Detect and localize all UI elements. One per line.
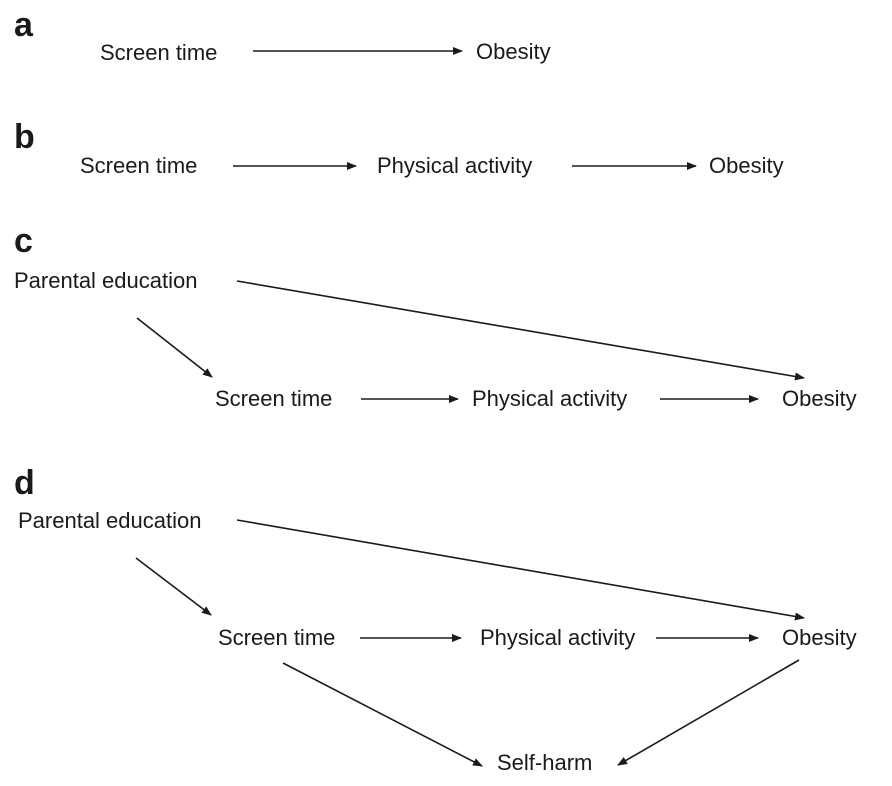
node-obesity: Obesity (476, 39, 551, 64)
panel-label-a: a (14, 6, 34, 44)
node-physical-activity: Physical activity (377, 153, 532, 178)
node-screen-time: Screen time (218, 625, 335, 650)
node-parental-education: Parental education (18, 508, 201, 533)
node-obesity: Obesity (782, 625, 857, 650)
node-obesity: Obesity (782, 386, 857, 411)
panel-a: a Screen time Obesity (14, 6, 551, 65)
panel-label-d: d (14, 464, 35, 502)
arrow-parental-education-to-screen-time (135, 557, 212, 616)
arrow-screen-time-to-self-harm (282, 662, 483, 767)
node-physical-activity: Physical activity (472, 386, 627, 411)
arrow-parental-education-to-screen-time (136, 317, 213, 378)
node-screen-time: Screen time (215, 386, 332, 411)
node-parental-education: Parental education (14, 268, 197, 293)
arrow-parental-education-to-obesity (236, 519, 805, 621)
panel-b: b Screen time Physical activity Obesity (14, 118, 784, 178)
panel-d: d Parental education Screen time Physica… (14, 464, 857, 775)
node-obesity: Obesity (709, 153, 784, 178)
node-physical-activity: Physical activity (480, 625, 635, 650)
arrow-parental-education-to-obesity (236, 280, 805, 381)
arrow-obesity-to-self-harm (617, 659, 800, 766)
panel-label-c: c (14, 222, 33, 260)
node-self-harm: Self-harm (497, 750, 592, 775)
panel-c: c Parental education Screen time Physica… (14, 222, 857, 411)
panel-label-b: b (14, 118, 35, 156)
node-screen-time: Screen time (80, 153, 197, 178)
node-screen-time: Screen time (100, 40, 217, 65)
